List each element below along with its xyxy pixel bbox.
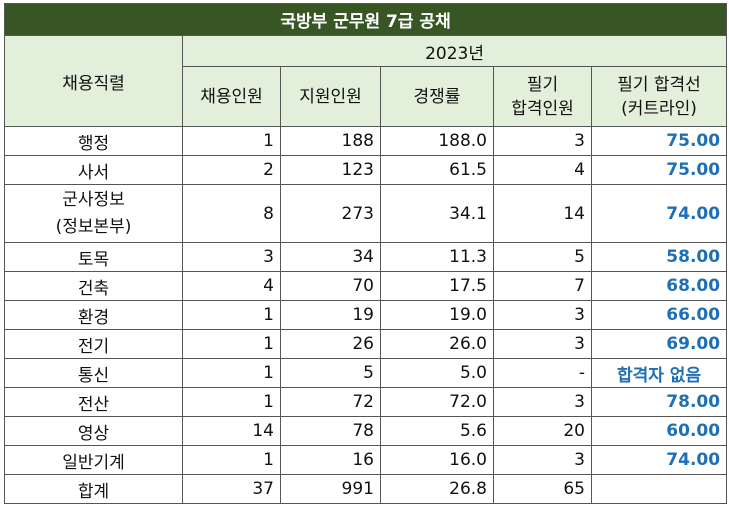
row-name: 일반기계	[4, 445, 183, 475]
total-cutoff	[590, 474, 728, 504]
header-passed-line1: 필기	[526, 74, 559, 95]
header-ratio: 경쟁률	[380, 66, 494, 127]
table-row: 건축 4 70 17.5 7 68.00	[4, 271, 728, 301]
row-cutoff: 58.00	[590, 242, 728, 272]
table-row: 사서 2 123 61.5 4 75.00	[4, 155, 728, 185]
row-hires: 2	[182, 155, 281, 185]
total-hires: 37	[182, 474, 281, 504]
row-applicants: 72	[280, 387, 381, 417]
table-row: 영상 14 78 5.6 20 60.00	[4, 416, 728, 446]
row-passed: 4	[493, 155, 592, 185]
row-hires: 1	[182, 358, 281, 388]
row-hires: 14	[182, 416, 281, 446]
row-passed: 5	[493, 242, 592, 272]
row-passed: 14	[493, 184, 592, 243]
row-name: 환경	[4, 300, 183, 330]
row-hires: 1	[182, 445, 281, 475]
row-passed: 3	[493, 445, 592, 475]
row-passed: 7	[493, 271, 592, 301]
row-cutoff: 합격자 없음	[590, 358, 728, 388]
total-name: 합계	[4, 474, 183, 504]
row-passed: 20	[493, 416, 592, 446]
table-row: 행정 1 188 188.0 3 75.00	[4, 126, 728, 156]
row-passed: 3	[493, 126, 592, 156]
row-passed: 3	[493, 329, 592, 359]
row-name: 행정	[4, 126, 183, 156]
table-row: 전기 1 26 26.0 3 69.00	[4, 329, 728, 359]
row-passed: -	[493, 358, 592, 388]
row-applicants: 5	[280, 358, 381, 388]
row-applicants: 123	[280, 155, 381, 185]
header-hires: 채용인원	[182, 66, 281, 127]
row-name: 통신	[4, 358, 183, 388]
row-ratio: 16.0	[380, 445, 494, 475]
row-name: 사서	[4, 155, 183, 185]
row-ratio: 11.3	[380, 242, 494, 272]
row-name: 토목	[4, 242, 183, 272]
row-cutoff: 68.00	[590, 271, 728, 301]
row-cutoff: 74.00	[590, 184, 728, 243]
table-row: 통신 1 5 5.0 - 합격자 없음	[4, 358, 728, 388]
row-applicants: 34	[280, 242, 381, 272]
row-ratio: 72.0	[380, 387, 494, 417]
recruitment-table: 국방부 군무원 7급 공채 채용직렬 2023년 채용인원 지원인원 경쟁률 필…	[3, 3, 728, 504]
row-hires: 1	[182, 300, 281, 330]
row-applicants: 70	[280, 271, 381, 301]
row-cutoff: 78.00	[590, 387, 728, 417]
row-ratio: 61.5	[380, 155, 494, 185]
row-name-line1: 군사정보	[62, 189, 125, 210]
row-ratio: 5.6	[380, 416, 494, 446]
header-passed: 필기 합격인원	[493, 66, 592, 127]
row-applicants: 188	[280, 126, 381, 156]
table-row: 환경 1 19 19.0 3 66.00	[4, 300, 728, 330]
header-year: 2023년	[181, 35, 728, 67]
row-name: 전산	[4, 387, 183, 417]
row-ratio: 5.0	[380, 358, 494, 388]
table-row: 일반기계 1 16 16.0 3 74.00	[4, 445, 728, 475]
row-hires: 1	[182, 126, 281, 156]
header-applicants: 지원인원	[280, 66, 381, 127]
row-cutoff: 60.00	[590, 416, 728, 446]
row-name: 군사정보 (정보본부)	[4, 184, 183, 243]
row-ratio: 34.1	[380, 184, 494, 243]
header-category: 채용직렬	[4, 35, 183, 127]
total-applicants: 991	[280, 474, 381, 504]
row-ratio: 19.0	[380, 300, 494, 330]
table-row: 전산 1 72 72.0 3 78.00	[4, 387, 728, 417]
table-row: 토목 3 34 11.3 5 58.00	[4, 242, 728, 272]
table-title: 국방부 군무원 7급 공채	[3, 3, 728, 36]
row-name: 전기	[4, 329, 183, 359]
row-cutoff: 74.00	[590, 445, 728, 475]
row-cutoff: 69.00	[590, 329, 728, 359]
total-passed: 65	[493, 474, 592, 504]
row-applicants: 273	[280, 184, 381, 243]
header-passed-line2: 합격인원	[511, 98, 574, 119]
row-passed: 3	[493, 387, 592, 417]
table-row: 군사정보 (정보본부) 8 273 34.1 14 74.00	[4, 184, 728, 243]
row-applicants: 26	[280, 329, 381, 359]
row-hires: 1	[182, 329, 281, 359]
row-applicants: 78	[280, 416, 381, 446]
row-ratio: 17.5	[380, 271, 494, 301]
row-ratio: 26.0	[380, 329, 494, 359]
row-cutoff: 75.00	[590, 155, 728, 185]
row-hires: 8	[182, 184, 281, 243]
row-passed: 3	[493, 300, 592, 330]
row-name: 건축	[4, 271, 183, 301]
total-ratio: 26.8	[380, 474, 494, 504]
total-row: 합계 37 991 26.8 65	[4, 474, 728, 504]
header-cutoff-line1: 필기 합격선	[617, 74, 701, 95]
header-cutoff-line2: (커트라인)	[621, 98, 697, 119]
row-name-line2: (정보본부)	[55, 216, 132, 237]
row-cutoff: 75.00	[590, 126, 728, 156]
row-name: 영상	[4, 416, 183, 446]
header-cutoff: 필기 합격선 (커트라인)	[590, 66, 728, 127]
row-applicants: 16	[280, 445, 381, 475]
row-cutoff: 66.00	[590, 300, 728, 330]
row-hires: 4	[182, 271, 281, 301]
row-hires: 1	[182, 387, 281, 417]
row-ratio: 188.0	[380, 126, 494, 156]
row-applicants: 19	[280, 300, 381, 330]
row-hires: 3	[182, 242, 281, 272]
